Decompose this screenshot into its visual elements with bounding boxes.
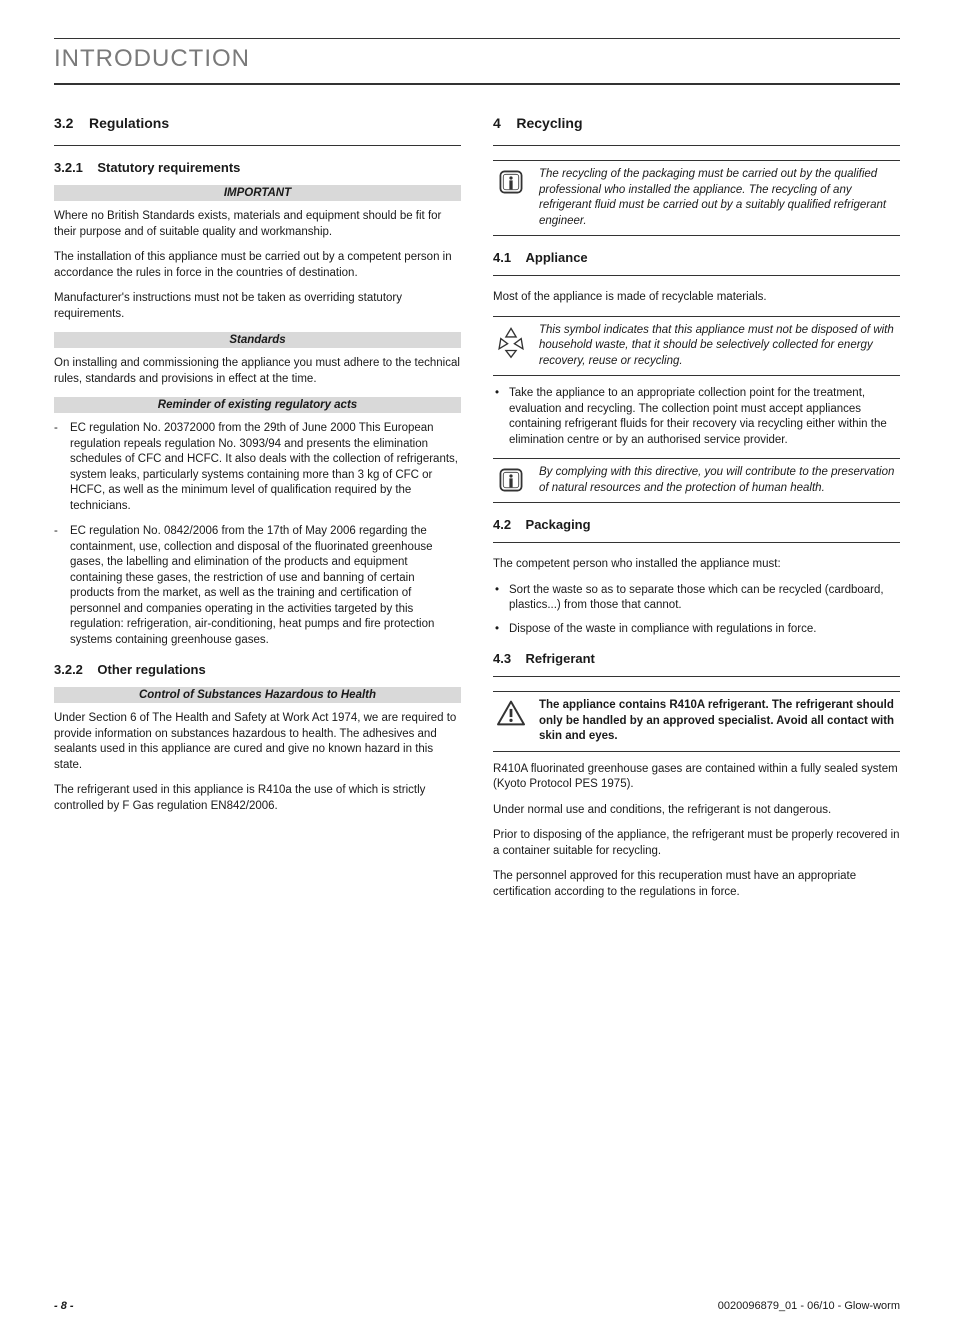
rule (493, 542, 900, 543)
heading-text: Regulations (89, 115, 169, 131)
heading-num: 4.3 (493, 651, 511, 666)
heading-3-2-2: 3.2.2 Other regulations (54, 662, 461, 677)
doc-id: 0020096879_01 - 06/10 - Glow-worm (718, 1300, 900, 1312)
callout-coshh: Control of Substances Hazardous to Healt… (54, 687, 461, 703)
info-icon (493, 167, 529, 195)
callout-standards: Standards (54, 332, 461, 348)
para: Most of the appliance is made of recycla… (493, 290, 900, 306)
info-text: The recycling of the packaging must be c… (539, 167, 900, 229)
section-header: INTRODUCTION (54, 45, 900, 73)
heading-text: Statutory requirements (97, 160, 240, 175)
para: Where no British Standards exists, mater… (54, 209, 461, 240)
bullet-list: Take the appliance to an appropriate col… (493, 386, 900, 448)
para: Prior to disposing of the appliance, the… (493, 828, 900, 859)
top-thin-rule (54, 38, 900, 39)
para: Under Section 6 of The Health and Safety… (54, 711, 461, 773)
right-column: 4 Recycling The recycling of the packagi… (493, 109, 900, 910)
para: R410A fluorinated greenhouse gases are c… (493, 762, 900, 793)
info-box: The recycling of the packaging must be c… (493, 160, 900, 236)
rule (493, 275, 900, 276)
heading-num: 3.2 (54, 115, 73, 131)
rule (493, 676, 900, 677)
info-text: This symbol indicates that this applianc… (539, 323, 900, 370)
info-text: By complying with this directive, you wi… (539, 465, 900, 496)
heading-num: 3.2.1 (54, 160, 83, 175)
info-icon (493, 465, 529, 493)
left-column: 3.2 Regulations 3.2.1 Statutory requirem… (54, 109, 461, 910)
regulation-list: EC regulation No. 20372000 from the 29th… (54, 421, 461, 648)
para: Under normal use and conditions, the ref… (493, 803, 900, 819)
heading-3-2-1: 3.2.1 Statutory requirements (54, 160, 461, 175)
para: The competent person who installed the a… (493, 557, 900, 573)
heading-text: Recycling (516, 115, 582, 131)
warning-icon (493, 698, 529, 726)
heading-4-1: 4.1 Appliance (493, 250, 900, 265)
info-box: This symbol indicates that this applianc… (493, 316, 900, 377)
heading-num: 4 (493, 115, 501, 131)
recycle-icon (493, 323, 529, 359)
heading-num: 4.1 (493, 250, 511, 265)
heading-text: Packaging (526, 517, 591, 532)
heading-num: 4.2 (493, 517, 511, 532)
list-item: Take the appliance to an appropriate col… (493, 386, 900, 448)
heading-4-3: 4.3 Refrigerant (493, 651, 900, 666)
page-footer: - 8 - 0020096879_01 - 06/10 - Glow-worm (54, 1300, 900, 1312)
heading-num: 3.2.2 (54, 662, 83, 677)
heading-4-2: 4.2 Packaging (493, 517, 900, 532)
para: On installing and commissioning the appl… (54, 356, 461, 387)
warning-text: The appliance contains R410A refrigerant… (539, 698, 900, 745)
rule (54, 145, 461, 146)
list-item: Sort the waste so as to separate those w… (493, 583, 900, 614)
header-rule (54, 83, 900, 85)
para: Manufacturer's instructions must not be … (54, 291, 461, 322)
heading-3-2: 3.2 Regulations (54, 115, 461, 131)
heading-text: Refrigerant (526, 651, 595, 666)
callout-reminder: Reminder of existing regulatory acts (54, 397, 461, 413)
heading-text: Other regulations (97, 662, 205, 677)
list-item: EC regulation No. 0842/2006 from the 17t… (54, 524, 461, 648)
list-item: Dispose of the waste in compliance with … (493, 622, 900, 638)
para: The installation of this appliance must … (54, 250, 461, 281)
rule (493, 145, 900, 146)
para: The refrigerant used in this appliance i… (54, 783, 461, 814)
heading-text: Appliance (526, 250, 588, 265)
warning-box: The appliance contains R410A refrigerant… (493, 691, 900, 752)
bullet-list: Sort the waste so as to separate those w… (493, 583, 900, 638)
page-number: - 8 - (54, 1300, 74, 1312)
callout-important: IMPORTANT (54, 185, 461, 201)
info-box: By complying with this directive, you wi… (493, 458, 900, 503)
two-column-layout: 3.2 Regulations 3.2.1 Statutory requirem… (54, 109, 900, 910)
para: The personnel approved for this recupera… (493, 869, 900, 900)
list-item: EC regulation No. 20372000 from the 29th… (54, 421, 461, 514)
heading-4: 4 Recycling (493, 115, 900, 131)
